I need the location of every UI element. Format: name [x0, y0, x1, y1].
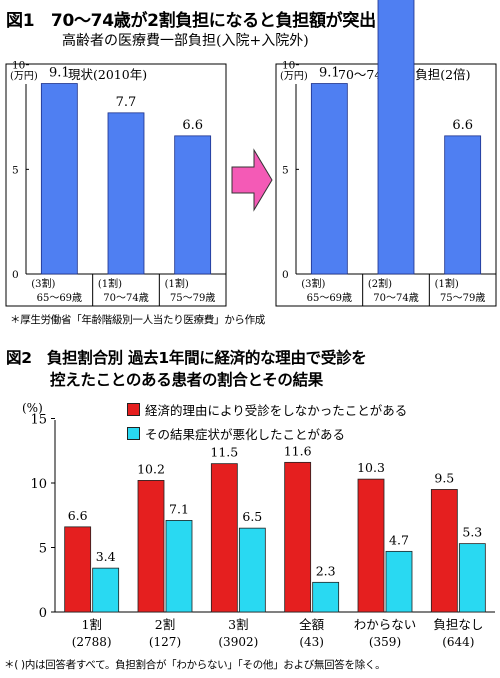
bar-value-label: 9.5: [434, 470, 454, 485]
legend-swatch-red: [127, 403, 140, 416]
x-tick-label: 65〜69歳: [307, 292, 352, 304]
x-tick-sublabel: (43): [299, 635, 324, 649]
fig2-heading-line1: 図2 負担割合別 過去1年間に経済的な理由で受診を: [6, 349, 367, 367]
x-tick-sublabel: (644): [442, 635, 474, 649]
x-tick-sublabel: (127): [149, 635, 181, 649]
bar-value-label: 2.3: [316, 563, 336, 578]
bar-value-label: 6.6: [452, 118, 473, 133]
bar-red: [284, 461, 312, 613]
fig1-footnote: ＊厚生労働省「年齢階級別一人当たり医療費」から作成: [10, 314, 265, 326]
legend-label: 経済的理由により受診をしなかったことがある: [145, 403, 408, 418]
bar-value-label: 6.6: [68, 508, 88, 523]
x-tick-label: 75〜79歳: [440, 292, 485, 304]
x-tick-label: (1割): [98, 277, 122, 290]
bar-value-label: 6.5: [242, 509, 262, 524]
x-tick-sublabel: (2788): [72, 635, 112, 649]
y-tick-label: 5: [39, 542, 47, 557]
x-tick-label: 3割: [228, 617, 248, 632]
bar-cyan: [165, 520, 193, 613]
bar-value-label: 10.2: [137, 461, 165, 476]
y-tick-label: 5: [12, 164, 19, 176]
fig2-chart: (%) 0 5 10 15 6.6 3.4 1割 (2788) 10.2 7.1 2割 (127) 11.…: [22, 401, 495, 649]
y-tick-label: 10: [12, 60, 25, 72]
x-tick-sublabel: (3902): [218, 635, 258, 649]
x-tick-label: 負担なし: [433, 617, 483, 632]
x-tick-sublabel: (359): [369, 635, 401, 649]
fig1-charts: (万円)現状(2010年)0510159.1(3割)65〜69歳7.7(1割)7…: [5, 0, 497, 307]
x-tick-label: 全額: [299, 617, 325, 632]
bar-cyan: [238, 527, 266, 613]
bar-value-label: 4.7: [389, 532, 409, 547]
bar-cyan: [312, 581, 340, 613]
y-unit-label: (万円): [280, 71, 308, 82]
x-tick-label: (3割): [31, 277, 55, 290]
bar: [444, 135, 482, 275]
panel-2: (万円)70〜74歳2割負担(2倍)0510159.1(3割)65〜69歳15.…: [275, 0, 497, 307]
bar-red: [210, 463, 238, 613]
bar-value-label: 9.1: [49, 66, 70, 81]
x-tick-label: 65〜69歳: [37, 292, 82, 304]
bar: [377, 0, 415, 275]
fig1-subheading: 高齢者の医療費一部負担(入院+入院外): [62, 33, 309, 49]
fig2-footnote: ＊( )内は回答者すべて。負担割合が「わからない」「その他」および無回答を除く。: [4, 659, 386, 671]
bar: [174, 135, 212, 275]
bar-value-label: 9.1: [319, 66, 340, 81]
x-tick-label: わからない: [354, 617, 417, 632]
x-tick-label: (1割): [435, 277, 459, 290]
x-tick-label: (1割): [165, 277, 189, 290]
x-tick-label: (3割): [301, 277, 325, 290]
bar: [40, 83, 78, 275]
bar-value-label: 7.7: [116, 95, 137, 110]
legend-item-condition-worsened: その結果症状が悪化したことがある: [127, 424, 345, 443]
x-tick-label: (2割): [368, 277, 392, 290]
bar: [310, 83, 348, 275]
bar-value-label: 11.5: [210, 445, 238, 460]
y-tick-label: 10: [282, 60, 295, 72]
x-tick-label: 70〜74歳: [103, 292, 148, 304]
bar: [107, 112, 145, 275]
x-tick-label: 70〜74歳: [373, 292, 418, 304]
bar-value-label: 7.1: [169, 501, 189, 516]
fig2-heading-line2: 控えたことのある患者の割合とその結果: [50, 371, 323, 389]
bar-red: [430, 489, 458, 613]
x-tick-label: 1割: [81, 617, 101, 632]
y-tick-label: 0: [282, 269, 289, 281]
arrow-icon: [231, 148, 273, 212]
y-tick-label: 5: [282, 164, 289, 176]
legend-item-unable-to-see-doctor: 経済的理由により受診をしなかったことがある: [127, 400, 407, 419]
y-unit-label: (%): [22, 401, 43, 415]
y-tick-label: 15: [30, 413, 47, 428]
bar-red: [357, 478, 385, 613]
fig2-plot: (%) 0 5 10 15 6.6 3.4 1割 (2788) 10.2 7.1 2割 (127) 11.…: [22, 401, 495, 649]
bar-value-label: 10.3: [357, 460, 385, 475]
bar-value-label: 11.6: [284, 443, 312, 458]
legend-label: その結果症状が悪化したことがある: [145, 427, 346, 442]
bar-value-label: 3.4: [96, 549, 116, 564]
panel-1: (万円)現状(2010年)0510159.1(3割)65〜69歳7.7(1割)7…: [5, 60, 227, 307]
y-tick-label: 10: [30, 477, 47, 492]
bar-cyan: [385, 550, 413, 613]
bar-red: [137, 480, 165, 613]
bar-cyan: [458, 543, 486, 613]
x-tick-label: 2割: [155, 617, 175, 632]
y-unit-label: (万円): [10, 71, 38, 82]
x-tick-label: 75〜79歳: [170, 292, 215, 304]
fig1-heading: 図1 70〜74歳が2割負担になると負担額が突出: [6, 11, 376, 31]
bar-value-label: 6.6: [182, 118, 203, 133]
panel-title: 現状(2010年): [68, 67, 147, 82]
bar-value-label: 5.3: [462, 525, 482, 540]
bar-red: [64, 526, 92, 613]
legend-swatch-cyan: [127, 427, 140, 440]
y-tick-label: 0: [39, 606, 47, 621]
bar-cyan: [92, 567, 120, 613]
y-tick-label: 0: [12, 269, 19, 281]
panel-frame: [5, 63, 227, 307]
